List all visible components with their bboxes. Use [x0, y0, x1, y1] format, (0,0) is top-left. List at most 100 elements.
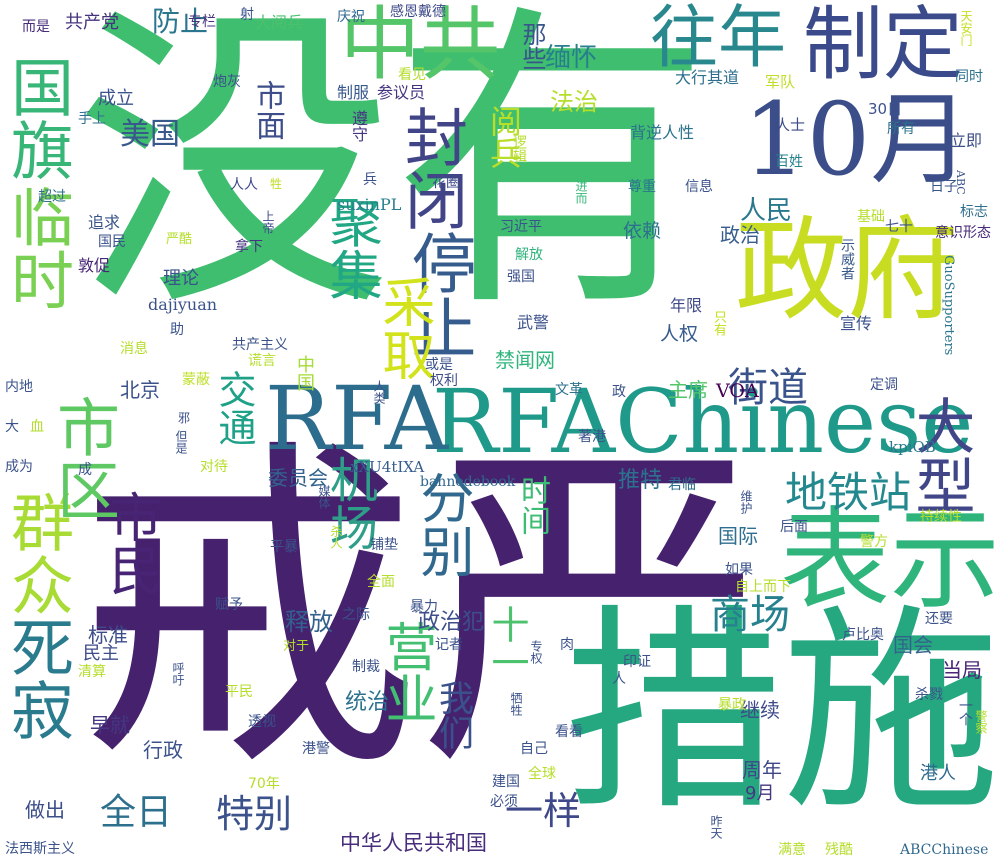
word-cloud-word: 港人 — [920, 763, 956, 784]
word-cloud-word: 记者 — [435, 637, 463, 653]
word-cloud-word: 必须 — [490, 794, 518, 810]
word-cloud-word: RFA — [265, 367, 449, 470]
word-cloud-word: 共产党 — [65, 12, 119, 33]
word-cloud-word: GuoSupporters — [941, 255, 956, 356]
word-cloud-word: ABC — [954, 170, 967, 195]
word-cloud-word: 交通 — [212, 370, 256, 446]
word-cloud-word: 手上 — [78, 111, 106, 127]
word-cloud-word: 著港 — [578, 429, 606, 445]
word-cloud-word: 人士 — [775, 116, 806, 134]
word-cloud-word: 美国 — [120, 117, 180, 152]
word-cloud-word: 对待 — [200, 459, 228, 475]
word-cloud-word: 谎言 — [248, 353, 276, 369]
word-cloud-word: 牺牲 — [509, 692, 523, 716]
word-cloud-word: 透视 — [248, 714, 276, 730]
word-cloud-word: 行政 — [143, 738, 183, 762]
word-cloud-word: 信息 — [685, 179, 713, 195]
word-cloud-word: 继续 — [740, 698, 780, 722]
word-cloud-word: 主席 — [668, 378, 708, 402]
word-cloud-word: 定调 — [870, 377, 898, 393]
word-cloud-word: 追求 — [88, 213, 121, 232]
word-cloud-word: 港警 — [302, 741, 330, 757]
word-cloud-word: 示威者 — [839, 238, 855, 280]
word-cloud-word: bannedebook — [420, 474, 516, 490]
word-cloud-word: 武警 — [517, 313, 550, 332]
word-cloud-word: 赋予 — [215, 597, 243, 613]
word-cloud-word: 委员会 — [268, 466, 328, 490]
word-cloud-word: RFAChinese — [432, 370, 974, 473]
word-cloud-word: 没有 — [75, 0, 711, 349]
word-cloud-word: 邪 — [178, 411, 191, 425]
word-cloud-word: suxinPL — [337, 195, 402, 214]
word-cloud-word: 临时 — [1, 185, 74, 311]
word-cloud-word: 日子 — [930, 179, 958, 195]
word-cloud-word: 之际 — [342, 607, 370, 623]
word-cloud-word: 民主 — [83, 643, 119, 664]
word-cloud-word: 印证 — [623, 654, 651, 670]
word-cloud-word: 国际 — [718, 524, 758, 548]
word-cloud-word: 天安门 — [959, 10, 973, 46]
word-cloud-word: 清算 — [78, 664, 106, 680]
word-cloud-word: 君临 — [668, 477, 696, 493]
word-cloud-word: 人权 — [660, 323, 699, 345]
word-cloud-word: 蒙蔽 — [182, 372, 210, 388]
word-cloud-word: 平民 — [225, 684, 253, 700]
word-cloud-word: 百姓 — [775, 154, 803, 170]
word-cloud-word: 表示 — [780, 496, 1000, 624]
word-cloud-word: 尊重 — [628, 179, 656, 195]
word-cloud-word: 全面 — [367, 574, 395, 590]
word-cloud-word: 逻辑 — [511, 135, 527, 163]
word-cloud-word: 专权 — [529, 640, 543, 664]
word-cloud-word: 释放 — [285, 608, 333, 636]
word-cloud-word: 30日 — [868, 100, 903, 118]
word-cloud-word: 铺垫 — [370, 537, 398, 553]
word-cloud-word: 维护 — [739, 490, 753, 514]
word-cloud-word: 花圈 — [432, 175, 460, 191]
word-cloud-word: 严酷 — [166, 232, 193, 247]
word-cloud-word: 暴力 — [410, 599, 438, 615]
word-cloud-word: 封闭 — [395, 105, 468, 231]
word-cloud-word: 标志 — [960, 204, 988, 220]
word-cloud-word: xXU4tIXA — [350, 458, 425, 476]
word-cloud-word: 10月 — [743, 81, 971, 198]
word-cloud-word: 政治 — [720, 223, 760, 247]
word-cloud-word: 看看 — [555, 724, 583, 740]
word-cloud-word: kpiOB — [889, 438, 936, 456]
word-cloud-word: 基础 — [857, 209, 885, 225]
word-cloud-word: 呼吁 — [171, 662, 185, 686]
word-cloud-word: 血 — [30, 419, 44, 435]
word-cloud-word: 成为 — [5, 459, 33, 475]
word-cloud-word: 国旗 — [1, 55, 74, 181]
word-cloud-word: 同时 — [955, 69, 983, 85]
word-cloud-word: 早就 — [90, 713, 130, 737]
word-cloud-word: 牲 — [270, 177, 283, 191]
word-cloud-word: 宣传 — [840, 314, 873, 333]
word-cloud-word: 中国 — [294, 355, 315, 391]
word-cloud-word: 大行其道 — [675, 68, 740, 87]
word-cloud-word: 北京 — [120, 378, 160, 402]
word-cloud-word: 文革 — [555, 382, 583, 398]
word-cloud-word: 专栏 — [188, 14, 216, 30]
word-cloud-word: 缅怀 — [545, 43, 598, 73]
word-cloud-word: 警方 — [860, 534, 888, 550]
word-cloud-word: 进而 — [574, 180, 588, 204]
word-cloud-word: 制定 — [803, 0, 963, 91]
word-cloud-word: 立即 — [950, 131, 983, 150]
word-cloud-word: 习近平 — [500, 219, 542, 235]
word-cloud-word: 警察 — [974, 710, 988, 734]
word-cloud-word: 成立 — [98, 88, 134, 109]
word-cloud-word: 我们 — [433, 680, 473, 750]
word-cloud-word: 杀人 — [329, 525, 343, 549]
word-cloud-word: 一个 — [957, 698, 973, 726]
word-cloud-word: 聚集 — [321, 195, 382, 301]
word-cloud-word: 中华人民共和国 — [340, 831, 487, 855]
word-cloud-word: 全日 — [100, 792, 173, 833]
word-cloud-word: 看见 — [398, 67, 426, 83]
word-cloud-word: 街道 — [728, 365, 808, 411]
word-cloud-word: dajiyuan — [148, 295, 218, 314]
word-cloud-word: 市区 — [47, 395, 120, 521]
word-cloud-word: 市民 — [101, 490, 162, 596]
word-cloud-word: 措施 — [564, 587, 1000, 840]
word-cloud-word: 超过 — [38, 189, 66, 205]
